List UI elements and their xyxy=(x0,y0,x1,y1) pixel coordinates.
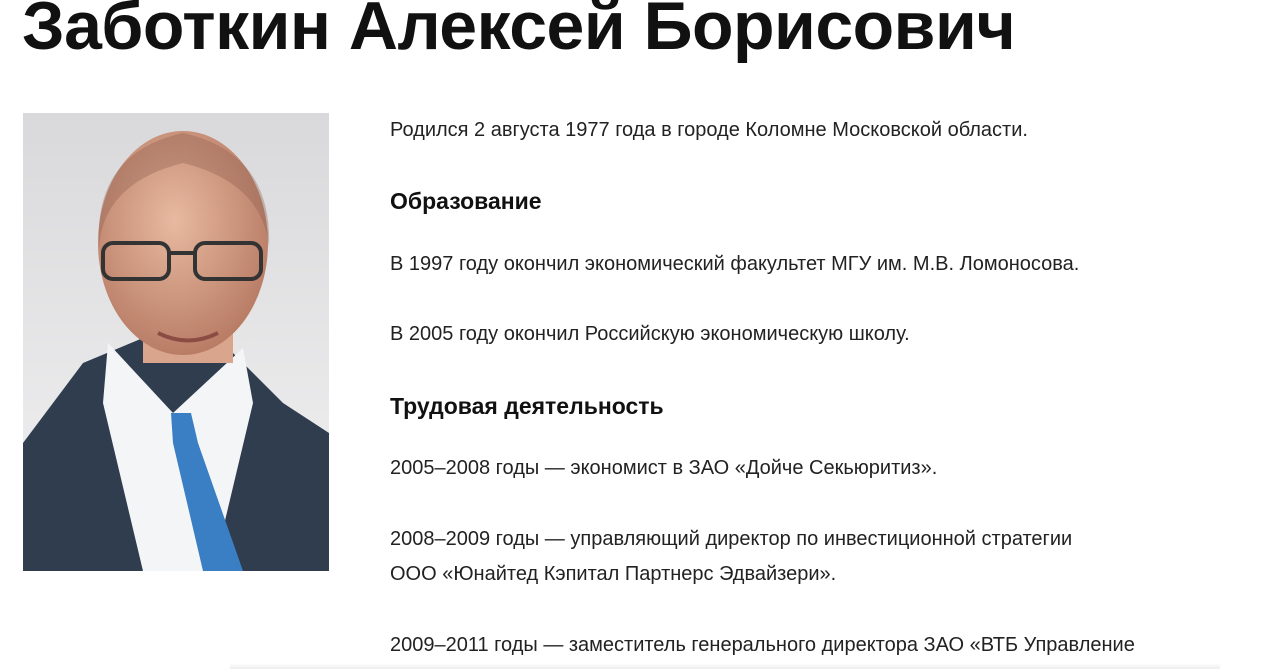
birth-info: Родился 2 августа 1977 года в городе Кол… xyxy=(390,119,1028,141)
portrait-photo xyxy=(23,113,329,571)
career-item: 2008–2009 годы — управляющий директор по… xyxy=(390,528,1073,550)
education-item: В 1997 году окончил экономический факуль… xyxy=(390,253,1080,275)
education-item: В 2005 году окончил Российскую экономиче… xyxy=(390,323,910,345)
education-heading: Образование xyxy=(390,188,542,214)
career-heading: Трудовая деятельность xyxy=(390,393,664,419)
career-item: 2009–2011 годы — заместитель генеральног… xyxy=(390,634,1135,656)
bottom-fade xyxy=(230,663,1220,669)
career-item-continued: ООО «Юнайтед Кэпитал Партнерс Эдвайзери»… xyxy=(390,563,837,585)
career-item: 2005–2008 годы — экономист в ЗАО «Дойче … xyxy=(390,457,938,479)
page-title: Заботкин Алексей Борисович xyxy=(22,0,1016,64)
